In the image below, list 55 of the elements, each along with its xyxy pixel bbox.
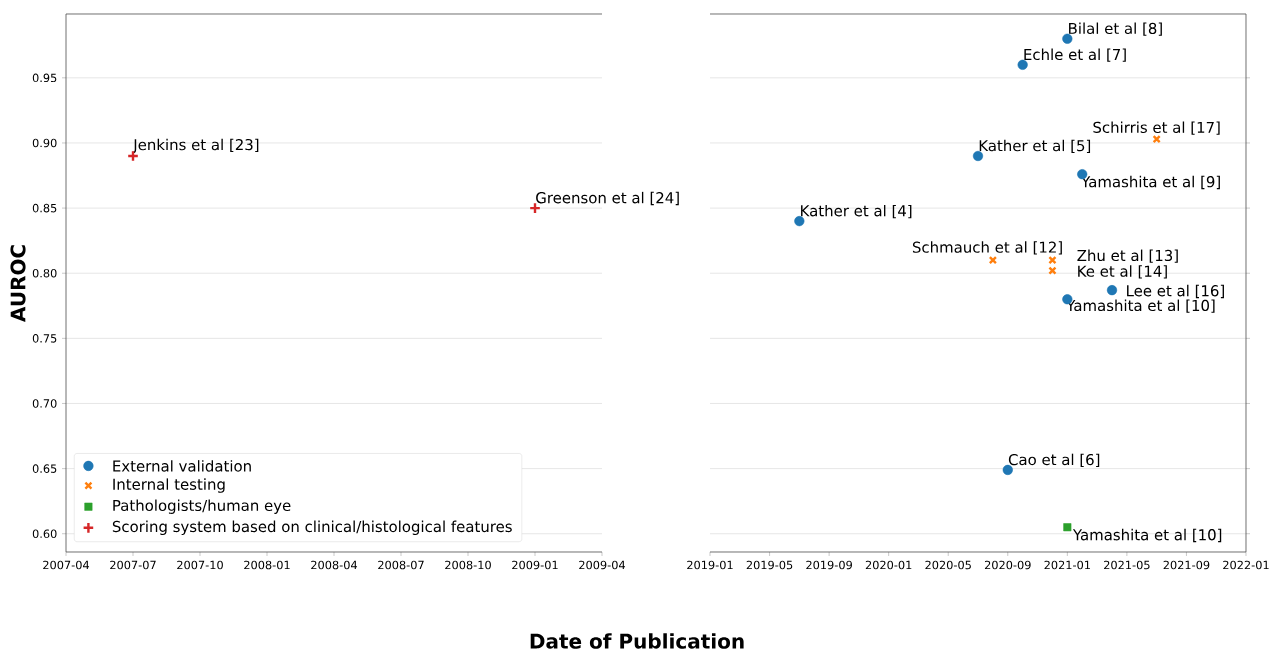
- point: [1017, 59, 1028, 70]
- x-tick-label: 2022-01: [1223, 560, 1269, 570]
- x-tick-label: 2020-05: [925, 560, 971, 570]
- annotation: Yamashita et al [10]: [1066, 299, 1215, 313]
- annotation: Greenson et al [24]: [536, 191, 679, 206]
- point: [972, 150, 984, 162]
- annotation: Bilal et al [8]: [1069, 22, 1162, 36]
- x-tick-label: 2020-01: [865, 560, 912, 570]
- y-tick-label: 0.85: [32, 203, 57, 213]
- x-tick-label: 2019-05: [746, 560, 793, 570]
- annotation: Kather et al [5]: [979, 139, 1091, 154]
- point: [1062, 33, 1073, 44]
- x-tick-label: 2021-09: [1163, 560, 1210, 570]
- y-tick-label: 0.90: [32, 138, 57, 148]
- legend-label: Pathologists/human eye: [113, 499, 291, 514]
- annotation: Lee et al [16]: [1127, 284, 1224, 299]
- annotation: Echle et al [7]: [1024, 48, 1126, 62]
- y-tick-label: 0.95: [32, 73, 57, 83]
- x-tick-label: 2008-04: [311, 560, 358, 570]
- x-tick-label: 2008-01: [244, 560, 290, 570]
- annotation: Kather et al [4]: [801, 204, 912, 219]
- y-tick-label: 0.70: [32, 399, 57, 408]
- y-axis-title: AUROC: [10, 245, 26, 322]
- legend-label: External validation: [113, 460, 251, 472]
- point: [794, 216, 805, 227]
- annotation: Cao et al [6]: [1008, 453, 1100, 467]
- x-tick-label: 2008-07: [378, 560, 424, 570]
- annotation: Schmauch et al [12]: [912, 241, 1062, 255]
- annotation: Yamashita et al [9]: [1081, 175, 1220, 190]
- x-tick-label: 2019-01: [687, 560, 733, 570]
- x-tick-label: 2009-01: [512, 560, 558, 570]
- annotation: Jenkins et al [23]: [132, 138, 259, 154]
- x-axis-title: Date of Publication: [530, 633, 744, 649]
- point: [1002, 464, 1013, 475]
- x-tick-label: 2021-01: [1044, 560, 1090, 570]
- y-tick-label: 0.65: [32, 464, 57, 473]
- x-tick-label: 2008-10: [445, 560, 491, 570]
- x-tick-label: 2007-10: [177, 560, 223, 570]
- point: [1106, 285, 1118, 296]
- annotation: Yamashita et al [10]: [1072, 528, 1222, 543]
- legend-label: Scoring system based on clinical/histological features: [112, 520, 512, 536]
- x-tick-label: 2007-07: [110, 560, 156, 570]
- y-tick-label: 0.80: [32, 268, 57, 278]
- x-tick-label: 2007-04: [43, 560, 90, 570]
- annotation: Zhu et al [13]: [1077, 249, 1178, 263]
- x-tick-label: 2021-05: [1104, 560, 1150, 570]
- annotation: Ke et al [14]: [1078, 265, 1167, 279]
- annotation: Schirris et al [17]: [1093, 121, 1220, 135]
- x-tick-label: 2020-09: [984, 560, 1031, 570]
- point: [1063, 523, 1072, 532]
- y-tick-label: 0.60: [32, 529, 57, 539]
- y-tick-label: 0.75: [32, 334, 57, 343]
- legend-label: Internal testing: [113, 478, 225, 493]
- x-tick-label: 2019-09: [806, 560, 852, 570]
- x-tick-label: 2009-04: [579, 560, 626, 570]
